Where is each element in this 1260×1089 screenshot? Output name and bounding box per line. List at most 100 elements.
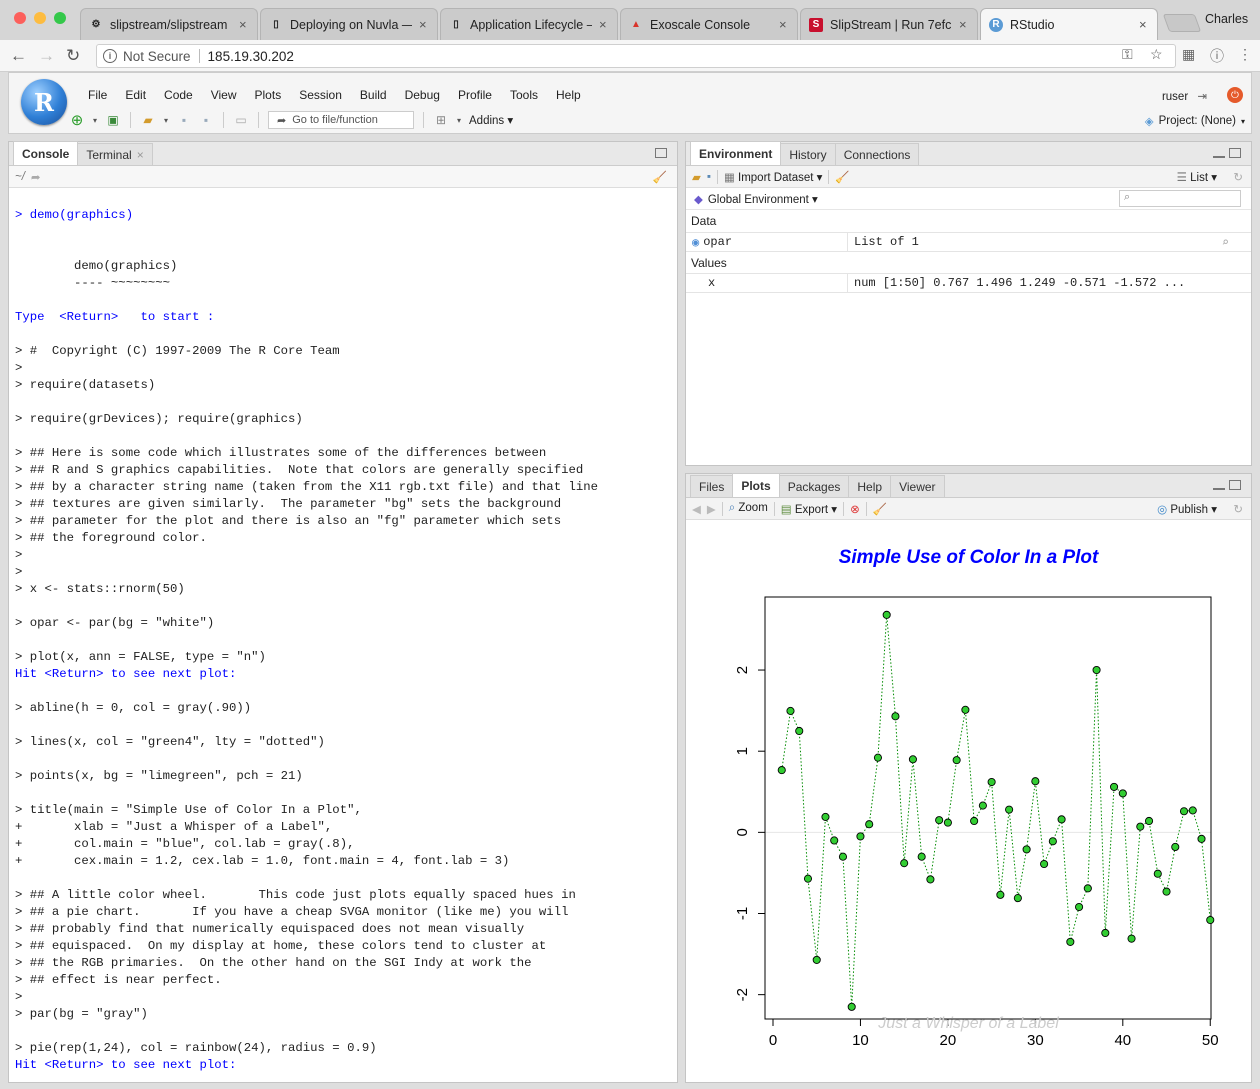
tab-console[interactable]: Console xyxy=(13,141,79,165)
info-icon[interactable]: i xyxy=(103,49,117,63)
minimize-window-button[interactable] xyxy=(34,12,46,24)
refresh-icon[interactable]: ↻ xyxy=(1233,503,1243,516)
menu-tools[interactable]: Tools xyxy=(509,88,538,102)
menu-icon[interactable]: ⋮ xyxy=(1238,46,1252,62)
broom-icon[interactable]: 🧹 xyxy=(835,171,850,184)
browser-tab-nuvla[interactable]: ▯ Deploying on Nuvla — × xyxy=(260,8,438,40)
project-menu[interactable]: ◈ Project: (None) ▾ xyxy=(1144,115,1245,128)
tab-files[interactable]: Files xyxy=(690,475,734,497)
pane-layout-icon[interactable]: ⊞ xyxy=(435,113,447,127)
publish-button[interactable]: ◎ Publish ▾ xyxy=(1157,503,1217,516)
export-button[interactable]: ▤ Export ▾ xyxy=(780,503,838,516)
close-tab-icon[interactable]: × xyxy=(779,17,787,32)
menu-file[interactable]: File xyxy=(88,88,108,102)
save-icon[interactable]: ▪ xyxy=(181,113,187,127)
menu-edit[interactable]: Edit xyxy=(125,88,147,102)
remove-plot-icon[interactable]: ⊗ xyxy=(850,503,860,516)
tab-terminal[interactable]: Terminal × xyxy=(77,143,153,165)
menu-code[interactable]: Code xyxy=(164,88,193,102)
star-icon[interactable]: ☆ xyxy=(1150,46,1163,62)
zoom-icon: ⌕ xyxy=(728,502,736,514)
menu-profile[interactable]: Profile xyxy=(457,88,492,102)
menu-help[interactable]: Help xyxy=(556,88,581,102)
rstudio-icon: R xyxy=(989,17,1003,32)
env-row-opar[interactable]: ◉ opar List of 1 ⌕ xyxy=(686,232,1251,252)
close-icon[interactable]: × xyxy=(136,147,144,162)
close-tab-icon[interactable]: × xyxy=(1139,17,1147,32)
view-mode-menu[interactable]: ☰ List ▾ xyxy=(1176,171,1217,184)
reload-icon[interactable]: ↻ xyxy=(66,46,81,65)
chevron-down-icon[interactable]: ▾ xyxy=(92,115,97,125)
browser-tab-lifecycle[interactable]: ▯ Application Lifecycle – × xyxy=(440,8,618,40)
new-tab-button[interactable] xyxy=(1162,14,1202,32)
extension-info-icon[interactable]: ⓘ xyxy=(1210,48,1224,64)
maximize-pane-icon[interactable] xyxy=(1229,148,1241,158)
minimize-pane-icon[interactable] xyxy=(1213,486,1225,490)
save-workspace-icon[interactable]: ▪ xyxy=(706,170,711,183)
restore-pane-icon[interactable] xyxy=(655,148,667,158)
menu-build[interactable]: Build xyxy=(359,88,387,102)
close-tab-icon[interactable]: × xyxy=(419,17,427,32)
browser-tab-exoscale[interactable]: ▲ Exoscale Console × xyxy=(620,8,798,40)
close-tab-icon[interactable]: × xyxy=(599,17,607,32)
data-point xyxy=(952,756,961,765)
refresh-icon[interactable]: ↻ xyxy=(1233,171,1243,184)
goto-dir-icon[interactable]: ➦ xyxy=(30,171,41,184)
working-dir: ~/ xyxy=(15,170,25,183)
open-folder-icon[interactable]: ▰ xyxy=(143,113,153,127)
chevron-down-icon[interactable]: ▾ xyxy=(456,115,461,125)
expand-icon[interactable]: ◉ xyxy=(692,235,700,250)
new-project-icon[interactable]: ▣ xyxy=(107,113,119,127)
view-data-icon[interactable]: ⌕ xyxy=(1221,235,1229,250)
data-point xyxy=(1179,807,1189,816)
quit-session-icon[interactable]: ⏻ xyxy=(1227,87,1243,103)
browser-tab-slipstream[interactable]: S SlipStream | Run 7efc × xyxy=(800,8,978,40)
minimize-pane-icon[interactable] xyxy=(1213,154,1225,158)
new-file-icon[interactable]: ⊕ xyxy=(70,112,84,129)
menu-debug[interactable]: Debug xyxy=(404,88,440,102)
environment-search-input[interactable]: ⌕ xyxy=(1119,190,1241,207)
addins-menu[interactable]: Addins ▾ xyxy=(469,115,514,127)
extension-icon[interactable]: ▦ xyxy=(1182,46,1196,62)
tab-packages[interactable]: Packages xyxy=(778,475,850,497)
zoom-button[interactable]: ⌕ Zoom xyxy=(728,502,768,514)
import-dataset-button[interactable]: ▦ Import Dataset ▾ xyxy=(723,171,823,184)
clear-plots-icon[interactable]: 🧹 xyxy=(872,503,888,516)
tab-environment[interactable]: Environment xyxy=(690,141,782,165)
chevron-down-icon[interactable]: ▾ xyxy=(163,115,168,125)
url-input[interactable]: i Not Secure 185.19.30.202 xyxy=(96,44,1176,68)
maximize-pane-icon[interactable] xyxy=(1229,480,1241,490)
browser-tab-github[interactable]: ⚙ slipstream/slipstream × xyxy=(80,8,258,40)
close-tab-icon[interactable]: × xyxy=(959,17,967,32)
tab-connections[interactable]: Connections xyxy=(834,143,920,165)
menu-plots[interactable]: Plots xyxy=(254,88,282,102)
clear-console-icon[interactable]: 🧹 xyxy=(652,171,667,184)
console-output[interactable]: > demo(graphics) demo(graphics) ---- ~~~… xyxy=(9,189,677,1082)
plot-viewer[interactable]: Simple Use of Color In a Plot 0 10 20 30 40 5… xyxy=(686,521,1251,1082)
menu-view[interactable]: View xyxy=(210,88,237,102)
key-icon[interactable]: ⚿ xyxy=(1122,46,1133,62)
profile-name[interactable]: Charles xyxy=(1205,12,1249,26)
url-text: 185.19.30.202 xyxy=(207,48,294,64)
env-row-x[interactable]: x num [1:50] 0.767 1.496 1.249 -0.571 -1… xyxy=(686,273,1251,293)
print-icon[interactable]: ▭ xyxy=(235,113,247,127)
forward-icon[interactable]: → xyxy=(38,46,55,65)
tab-help[interactable]: Help xyxy=(848,475,892,497)
scope-menu[interactable]: Global Environment ▾ xyxy=(707,193,818,206)
plot-svg: 0 10 20 30 40 50 -2 -1 0 1 2 xyxy=(734,596,1219,1049)
browser-tab-rstudio[interactable]: R RStudio × xyxy=(980,8,1158,40)
save-all-icon[interactable]: ▪ xyxy=(203,113,209,127)
sign-out-icon[interactable]: ⇥ xyxy=(1197,91,1207,103)
tab-viewer[interactable]: Viewer xyxy=(890,475,945,497)
back-icon[interactable]: ← xyxy=(10,46,27,65)
menu-session[interactable]: Session xyxy=(299,88,342,102)
next-plot-icon[interactable]: ▶ xyxy=(706,503,716,516)
load-workspace-icon[interactable]: ▰ xyxy=(692,171,701,184)
maximize-window-button[interactable] xyxy=(54,12,66,24)
goto-file-input[interactable]: ➦ Go to file/function xyxy=(268,111,414,129)
close-tab-icon[interactable]: × xyxy=(239,17,247,32)
prev-plot-icon[interactable]: ◀ xyxy=(692,503,701,516)
tab-history[interactable]: History xyxy=(780,143,836,165)
close-window-button[interactable] xyxy=(14,12,26,24)
tab-plots[interactable]: Plots xyxy=(732,473,780,497)
